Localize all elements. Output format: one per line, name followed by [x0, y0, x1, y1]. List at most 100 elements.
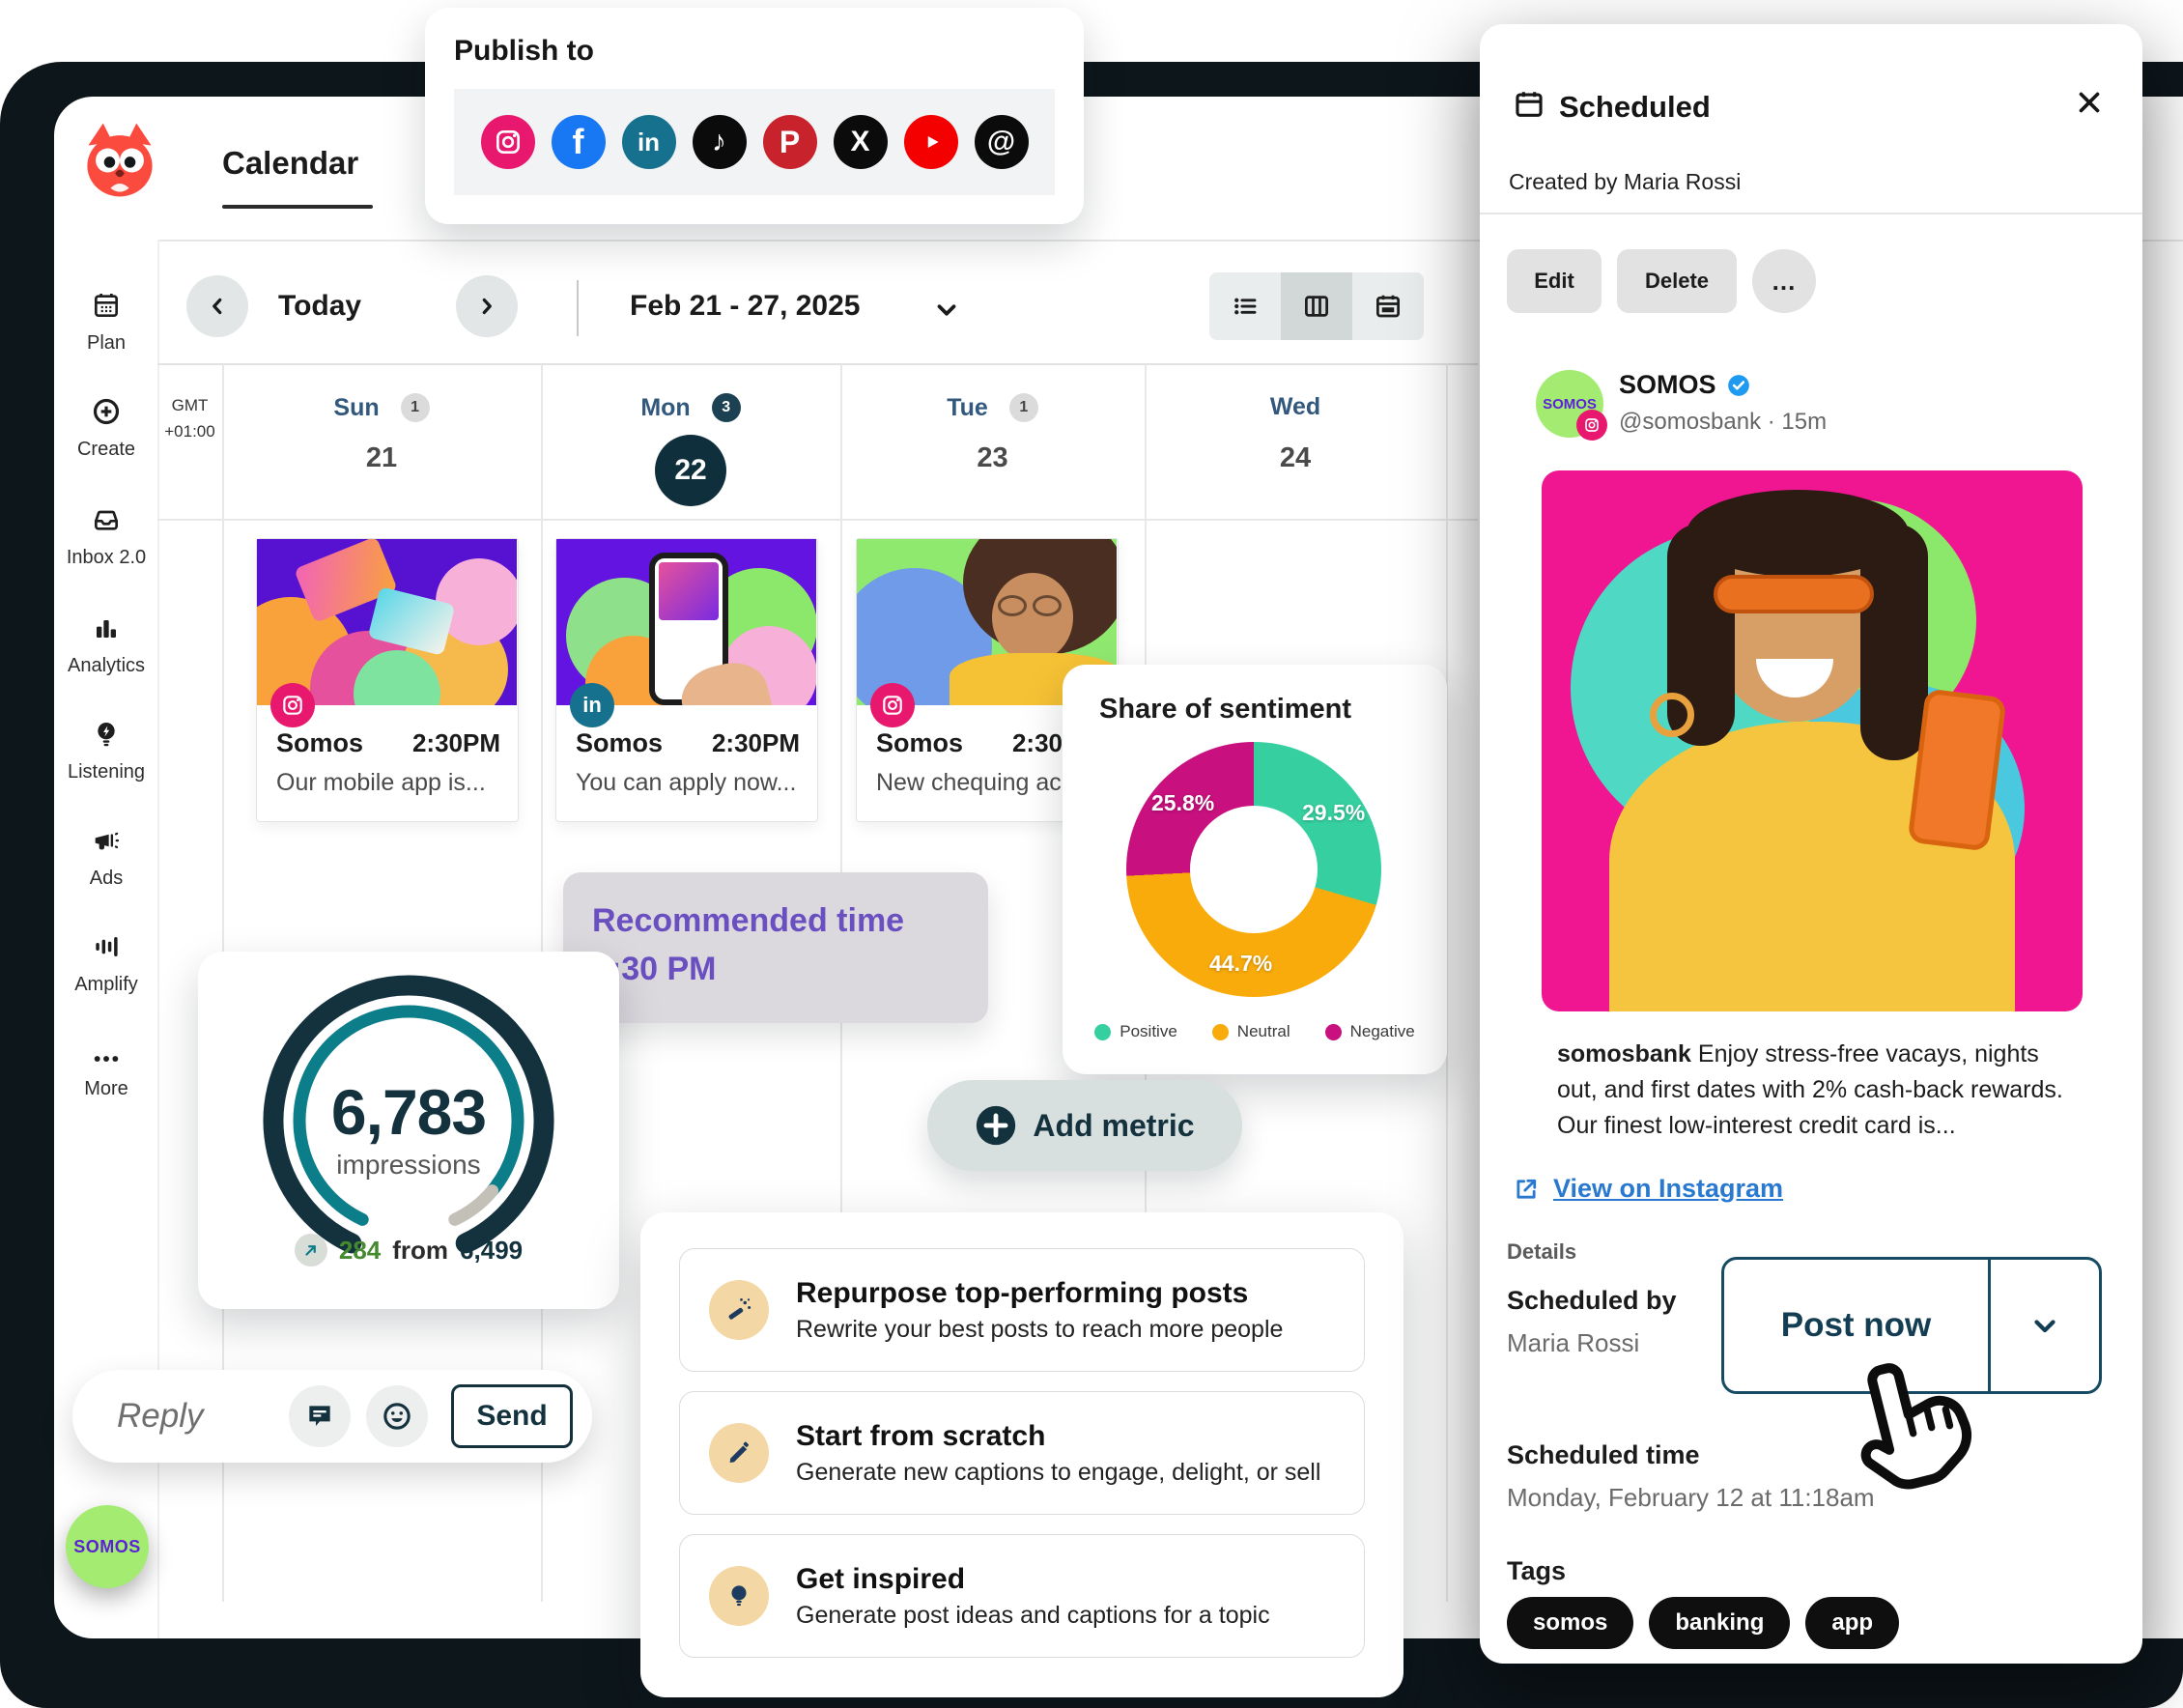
lightbulb-icon	[709, 1566, 769, 1626]
post-caption: You can apply now...	[576, 769, 797, 796]
chevron-down-icon[interactable]	[932, 296, 961, 329]
post-photo	[556, 539, 816, 705]
scheduled-post-card[interactable]: in Somos 2:30PM You can apply now...	[555, 538, 818, 822]
impressions-gauge-card: 6,783 impressions 284 from 6,499	[198, 952, 619, 1309]
more-options-button[interactable]: ...	[1752, 249, 1816, 313]
recommended-time-line1: Recommended time	[592, 902, 905, 939]
add-metric-button[interactable]: Add metric	[927, 1080, 1242, 1171]
suggestion-title: Get inspired	[796, 1562, 966, 1595]
view-on-instagram-link[interactable]: View on Instagram	[1553, 1174, 1784, 1203]
sidebar-item-more[interactable]: More	[84, 1078, 128, 1099]
account-name-row: SOMOS	[1619, 370, 1751, 400]
details-label: Details	[1507, 1239, 1577, 1264]
sidebar-item-create[interactable]: Create	[76, 439, 136, 460]
day-date[interactable]: 21	[365, 442, 398, 473]
facebook-icon[interactable]: f	[551, 115, 606, 169]
next-week-button[interactable]	[456, 275, 518, 337]
calendar-view-button[interactable]	[1352, 272, 1424, 340]
reply-input[interactable]: Reply	[117, 1397, 204, 1435]
equalizer-icon	[91, 931, 122, 967]
close-icon[interactable]	[2073, 86, 2106, 124]
delete-button[interactable]: Delete	[1617, 249, 1737, 313]
legend-label: Negative	[1349, 1022, 1415, 1040]
header-divider	[157, 240, 2183, 242]
slice-label-positive: 29.5%	[1302, 800, 1366, 825]
day-header-mon[interactable]: Mon 3	[541, 393, 840, 422]
legend-label: Positive	[1120, 1022, 1177, 1040]
instagram-icon	[870, 683, 915, 727]
youtube-icon[interactable]	[903, 115, 958, 169]
plus-circle-icon	[975, 1104, 1017, 1147]
pencil-icon	[709, 1423, 769, 1483]
prev-week-button[interactable]	[186, 275, 248, 337]
suggestion-get-inspired[interactable]: Get inspired Generate post ideas and cap…	[679, 1534, 1365, 1658]
external-link-icon	[1513, 1176, 1540, 1203]
day-header-sun[interactable]: Sun 1	[222, 393, 541, 422]
post-now-button[interactable]: Post now	[1724, 1260, 1991, 1391]
sidebar-item-analytics[interactable]: Analytics	[67, 655, 146, 676]
day-name: Sun	[333, 393, 380, 421]
post-time: 2:30PM	[411, 728, 500, 757]
send-button[interactable]: Send	[451, 1384, 573, 1448]
post-photo	[257, 539, 517, 705]
date-range-label[interactable]: Feb 21 - 27, 2025	[630, 290, 861, 322]
day-post-count-badge: 1	[400, 393, 430, 422]
positive-dot	[1094, 1023, 1112, 1040]
tag-app[interactable]: app	[1805, 1597, 1900, 1649]
delta-from-word: from	[392, 1235, 449, 1265]
x-icon[interactable]: X	[833, 115, 888, 169]
day-header-tue[interactable]: Tue 1	[840, 393, 1145, 422]
impressions-label: impressions	[336, 1150, 481, 1180]
scheduled-by-label: Scheduled by	[1507, 1286, 1677, 1315]
today-button[interactable]: Today	[278, 290, 362, 322]
sidebar-item-plan[interactable]: Plan	[86, 332, 127, 354]
suggestion-repurpose[interactable]: Repurpose top-performing posts Rewrite y…	[679, 1248, 1365, 1372]
sidebar-item-ads[interactable]: Ads	[89, 868, 124, 889]
reply-bar: Reply Send	[72, 1370, 592, 1463]
linkedin-icon[interactable]: in	[621, 115, 676, 169]
post-photo	[1542, 470, 2083, 1011]
instagram-icon	[1576, 410, 1607, 441]
scheduled-post-card[interactable]: Somos 2:30PM New chequing ac...	[856, 538, 1119, 822]
day-header-wed[interactable]: Wed	[1145, 393, 1446, 421]
sidebar-item-listening[interactable]: Listening	[67, 761, 146, 783]
suggestion-start-from-scratch[interactable]: Start from scratch Generate new captions…	[679, 1391, 1365, 1515]
threads-icon[interactable]: @	[974, 115, 1029, 169]
week-view-button[interactable]	[1281, 272, 1352, 340]
view-on-instagram-row[interactable]: View on Instagram	[1513, 1174, 1783, 1204]
timezone-offset: +01:00	[164, 422, 215, 441]
edit-button[interactable]: Edit	[1507, 249, 1602, 313]
tag-banking[interactable]: banking	[1649, 1597, 1791, 1649]
list-view-button[interactable]	[1209, 272, 1281, 340]
scheduled-post-card[interactable]: Somos 2:30PM Our mobile app is...	[256, 538, 519, 822]
neutral-dot	[1211, 1023, 1229, 1040]
ai-suggestions-card: Repurpose top-performing posts Rewrite y…	[640, 1212, 1403, 1697]
pinterest-icon[interactable]: P	[762, 115, 817, 169]
account-avatar: SOMOS	[1536, 370, 1603, 438]
sidebar-item-amplify[interactable]: Amplify	[74, 974, 138, 995]
tag-somos[interactable]: somos	[1507, 1597, 1634, 1649]
scheduled-time-value: Monday, February 12 at 11:18am	[1507, 1483, 1875, 1512]
emoji-icon[interactable]	[366, 1385, 428, 1447]
day-date[interactable]: 24	[1279, 442, 1312, 473]
page-title: Calendar	[222, 145, 359, 181]
hootsuite-owl-logo	[73, 112, 166, 209]
tags-label: Tags	[1507, 1556, 1567, 1585]
tiktok-icon[interactable]: ♪	[692, 115, 747, 169]
day-header-divider	[157, 519, 1478, 521]
hair-shape	[1687, 490, 1909, 577]
comment-icon[interactable]	[289, 1385, 351, 1447]
workspace-avatar[interactable]: SOMOS	[66, 1505, 149, 1588]
day-date[interactable]: 23	[977, 442, 1008, 473]
inbox-icon	[91, 504, 122, 540]
sidebar-item-inbox[interactable]: Inbox 2.0	[66, 547, 147, 568]
selected-day-circle[interactable]: 22	[655, 435, 726, 506]
post-now-dropdown-button[interactable]	[1991, 1260, 2099, 1391]
legend-item-negative: Negative	[1324, 1022, 1415, 1041]
caption-author: somosbank	[1557, 1040, 1691, 1068]
instagram-icon[interactable]	[480, 115, 535, 169]
suggestion-title: Start from scratch	[796, 1419, 1046, 1452]
scheduled-time-label: Scheduled time	[1507, 1440, 1700, 1469]
slice-label-negative: 25.8%	[1151, 790, 1215, 815]
